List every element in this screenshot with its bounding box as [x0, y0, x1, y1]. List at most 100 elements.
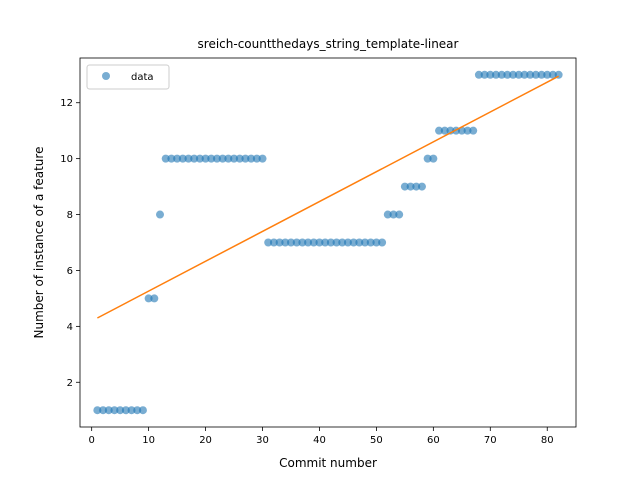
- data-point: [366, 238, 375, 247]
- data-point: [509, 70, 518, 79]
- data-point: [321, 238, 330, 247]
- data-point: [218, 154, 227, 163]
- data-point: [435, 126, 444, 135]
- data-point: [133, 406, 142, 415]
- data-point: [121, 406, 130, 415]
- x-axis-label: Commit number: [279, 456, 377, 470]
- data-point: [99, 406, 108, 415]
- data-point: [361, 238, 370, 247]
- data-point: [212, 154, 221, 163]
- data-point: [514, 70, 523, 79]
- data-point: [338, 238, 347, 247]
- data-point: [247, 154, 256, 163]
- data-point: [469, 126, 478, 135]
- data-point: [127, 406, 136, 415]
- data-point: [173, 154, 182, 163]
- x-tick-label: 50: [370, 435, 383, 446]
- data-point: [178, 154, 187, 163]
- legend-marker: [102, 72, 110, 80]
- data-point: [104, 406, 113, 415]
- x-tick-label: 70: [484, 435, 497, 446]
- data-point: [230, 154, 239, 163]
- data-point: [417, 182, 426, 191]
- data-point: [491, 70, 500, 79]
- data-point: [395, 210, 404, 219]
- data-point: [503, 70, 512, 79]
- chart-title: sreich-countthedays_string_template-line…: [198, 37, 459, 51]
- data-point: [264, 238, 273, 247]
- data-point: [383, 210, 392, 219]
- data-point: [156, 210, 165, 219]
- data-point: [286, 238, 295, 247]
- y-tick-label: 8: [67, 210, 73, 221]
- data-point: [412, 182, 421, 191]
- data-point: [224, 154, 233, 163]
- data-point: [150, 294, 159, 303]
- data-point: [315, 238, 324, 247]
- data-point: [486, 70, 495, 79]
- data-point: [167, 154, 176, 163]
- data-point: [343, 238, 352, 247]
- data-point: [201, 154, 210, 163]
- x-tick-label: 20: [199, 435, 212, 446]
- data-point: [161, 154, 170, 163]
- x-tick-label: 30: [256, 435, 269, 446]
- data-point: [269, 238, 278, 247]
- data-point: [281, 238, 290, 247]
- data-point: [543, 70, 552, 79]
- data-point: [526, 70, 535, 79]
- data-point: [520, 70, 529, 79]
- data-point: [235, 154, 244, 163]
- data-point: [474, 70, 483, 79]
- data-point: [332, 238, 341, 247]
- data-point: [463, 126, 472, 135]
- data-point: [406, 182, 415, 191]
- data-point: [93, 406, 102, 415]
- data-point: [378, 238, 387, 247]
- data-point: [241, 154, 250, 163]
- x-tick-label: 40: [313, 435, 326, 446]
- x-tick-label: 0: [88, 435, 94, 446]
- data-point: [389, 210, 398, 219]
- data-point: [309, 238, 318, 247]
- x-tick-label: 10: [142, 435, 155, 446]
- data-point: [292, 238, 301, 247]
- data-point: [355, 238, 364, 247]
- data-point: [207, 154, 216, 163]
- data-point: [144, 294, 153, 303]
- data-point: [531, 70, 540, 79]
- plot-marks: [93, 70, 563, 415]
- y-axis-ticks: 2 4 6 8 10 12: [60, 98, 80, 389]
- data-point: [258, 154, 267, 163]
- data-point: [138, 406, 147, 415]
- data-point: [497, 70, 506, 79]
- data-point: [400, 182, 409, 191]
- data-point: [326, 238, 335, 247]
- y-tick-label: 4: [67, 322, 73, 333]
- data-point: [372, 238, 381, 247]
- data-point: [195, 154, 204, 163]
- y-tick-label: 12: [60, 98, 73, 109]
- data-point: [423, 154, 432, 163]
- data-point: [184, 154, 193, 163]
- y-tick-label: 2: [67, 378, 73, 389]
- data-point: [116, 406, 125, 415]
- data-point: [252, 154, 261, 163]
- legend: data: [86, 64, 170, 90]
- x-axis-ticks: 0 10 20 30 40 50 60 70 80: [88, 427, 554, 446]
- data-point: [480, 70, 489, 79]
- data-point: [440, 126, 449, 135]
- axes-frame: [79, 57, 577, 428]
- x-tick-label: 80: [541, 435, 554, 446]
- legend-box: [86, 64, 170, 90]
- x-tick-label: 60: [427, 435, 440, 446]
- y-axis-label: Number of instance of a feature: [32, 147, 46, 339]
- data-point: [548, 70, 557, 79]
- legend-label: data: [131, 72, 154, 83]
- y-tick-label: 10: [60, 154, 73, 165]
- data-point: [537, 70, 546, 79]
- data-point: [110, 406, 119, 415]
- data-point: [275, 238, 284, 247]
- data-point: [429, 154, 438, 163]
